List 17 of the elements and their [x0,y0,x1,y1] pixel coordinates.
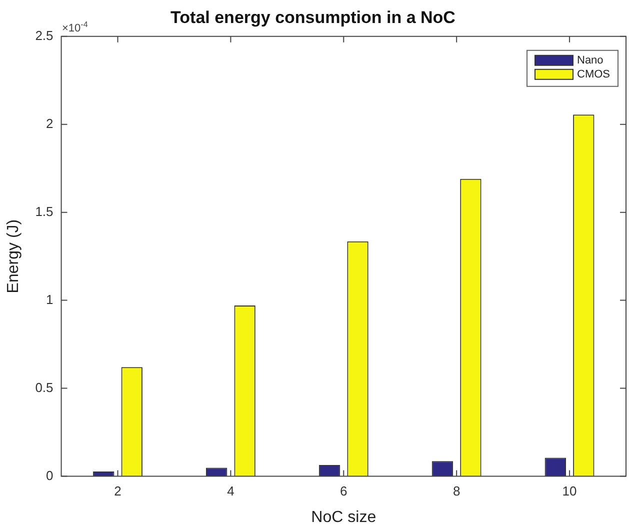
x-tick-label: 8 [452,484,460,499]
y-tick-label: 0.5 [35,380,54,395]
x-tick-label: 4 [227,484,234,499]
y-axis-title: Energy (J) [5,219,22,294]
text: ×10$^{-4}$ [62,19,88,36]
y-tick-label: 2.5 [35,28,54,43]
y-tick-label: 0 [46,468,54,483]
y-tick-label: 1 [46,292,54,307]
legend-label: Nano [577,54,604,66]
y-tick-label: 2 [46,116,54,131]
legend-label: CMOS [577,68,610,80]
y-tick-label: 1.5 [35,204,54,219]
x-tick-label: 10 [562,484,577,499]
chart-title: Total energy consumption in a NoC [170,8,456,27]
x-axis-title: NoC size [311,508,376,526]
x-tick-label: 6 [340,484,348,499]
x-tick-label: 2 [114,484,122,499]
